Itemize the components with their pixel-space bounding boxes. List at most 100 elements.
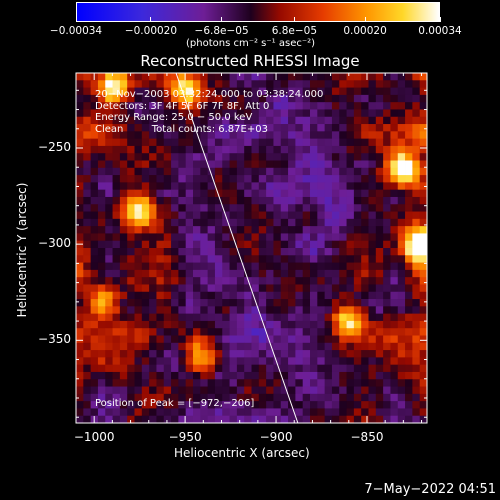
- heatmap-cell: [105, 299, 113, 307]
- heatmap-cell: [97, 211, 106, 220]
- heatmap-cell: [280, 255, 289, 263]
- heatmap-cell: [280, 299, 289, 307]
- heatmap-cell: [375, 204, 384, 212]
- heatmap-cell: [397, 284, 406, 293]
- heatmap-cell: [214, 226, 223, 234]
- heatmap-cell: [90, 189, 99, 198]
- heatmap-cell: [222, 408, 230, 417]
- heatmap-cell: [127, 87, 135, 96]
- colorbar-tick-mark: [150, 17, 152, 22]
- heatmap-cell: [207, 313, 216, 322]
- axis-ticks: [75, 73, 427, 423]
- heatmap-cell: [156, 124, 165, 132]
- heatmap-cell: [280, 94, 289, 103]
- heatmap-cell: [295, 167, 304, 176]
- heatmap-cell: [288, 408, 296, 417]
- heatmap-cell: [207, 248, 216, 256]
- heatmap-cell: [383, 102, 391, 110]
- heatmap-cell: [163, 284, 172, 293]
- x-axis-label: Heliocentric X (arcsec): [174, 446, 310, 460]
- heatmap-cell: [127, 415, 135, 423]
- heatmap-cell: [185, 87, 194, 96]
- heatmap-cell: [134, 131, 143, 140]
- heatmap-cell: [310, 386, 318, 395]
- heatmap-cell: [317, 94, 326, 103]
- heatmap-cell: [412, 233, 421, 242]
- heatmap-cell: [200, 364, 209, 373]
- heatmap-cell: [178, 189, 187, 198]
- heatmap-cell: [105, 248, 113, 256]
- heatmap-cell: [258, 211, 267, 220]
- heatmap-cell: [171, 109, 179, 118]
- heatmap-cell: [90, 299, 99, 307]
- heatmap-cell: [229, 401, 238, 409]
- heatmap-cell: [310, 73, 318, 81]
- heatmap-cell: [331, 131, 340, 140]
- heatmap-cell: [236, 379, 245, 387]
- heatmap-cell: [324, 401, 333, 409]
- heatmap-cell: [346, 211, 355, 220]
- heatmap-cell: [361, 299, 369, 307]
- heatmap-cell: [134, 262, 143, 271]
- heatmap-cell: [156, 189, 165, 198]
- heatmap-cell: [90, 167, 99, 176]
- heatmap-cell: [251, 371, 260, 380]
- heatmap-cell: [339, 131, 347, 140]
- heatmap-cell: [214, 124, 223, 132]
- heatmap-cell: [295, 350, 304, 358]
- heatmap-cell: [236, 386, 245, 395]
- heatmap-cell: [90, 335, 99, 344]
- heatmap-cell: [222, 196, 230, 205]
- heatmap-cell: [76, 364, 84, 373]
- heatmap-cell: [324, 408, 333, 417]
- heatmap-cell: [258, 328, 267, 336]
- heatmap-cell: [361, 73, 369, 81]
- heatmap-cell: [419, 284, 427, 293]
- heatmap-cell: [258, 255, 267, 263]
- colorbar-unit-label: (photons cm⁻² s⁻¹ asec⁻²): [186, 38, 316, 49]
- heatmap-cell: [317, 153, 326, 161]
- heatmap-cell: [193, 94, 201, 103]
- heatmap-cell: [236, 291, 245, 300]
- heatmap-cell: [361, 262, 369, 271]
- heatmap-cell: [273, 415, 282, 423]
- heatmap-cell: [214, 145, 223, 154]
- heatmap-cell: [405, 306, 413, 315]
- heatmap-cell: [324, 94, 333, 103]
- heatmap-cell: [383, 182, 391, 191]
- heatmap-cell: [302, 393, 311, 402]
- heatmap-cell: [207, 167, 216, 176]
- heatmap-cell: [273, 408, 282, 417]
- heatmap-cell: [383, 277, 391, 285]
- heatmap-cell: [222, 291, 230, 300]
- heatmap-cell: [207, 102, 216, 110]
- heatmap-cell: [361, 320, 369, 329]
- heatmap-cell: [361, 386, 369, 395]
- heatmap-cell: [207, 320, 216, 329]
- heatmap-cell: [200, 131, 209, 140]
- heatmap-cell: [112, 153, 121, 161]
- heatmap-cell: [97, 306, 106, 315]
- heatmap-cell: [149, 175, 157, 183]
- heatmap-cell: [222, 299, 230, 307]
- heatmap-cell: [214, 160, 223, 169]
- heatmap-cell: [112, 364, 121, 373]
- heatmap-cell: [405, 342, 413, 351]
- heatmap-cell: [105, 350, 113, 358]
- heatmap-cell: [317, 284, 326, 293]
- heatmap-cell: [119, 167, 128, 176]
- heatmap-cell: [156, 306, 165, 315]
- heatmap-cell: [419, 350, 427, 358]
- heatmap-cell: [368, 255, 377, 263]
- heatmap-cell: [339, 87, 347, 96]
- heatmap-cell: [134, 386, 143, 395]
- heatmap-cell: [76, 211, 84, 220]
- annotation-block: 20−Nov−2003 03:32:24.000 to 03:38:24.000…: [95, 89, 323, 135]
- heatmap-cell: [90, 233, 99, 242]
- heatmap-cell: [105, 335, 113, 344]
- heatmap-cell: [368, 153, 377, 161]
- heatmap-cell: [244, 393, 252, 402]
- heatmap-cell: [90, 102, 99, 110]
- heatmap-cell: [397, 87, 406, 96]
- heatmap-cell: [353, 299, 362, 307]
